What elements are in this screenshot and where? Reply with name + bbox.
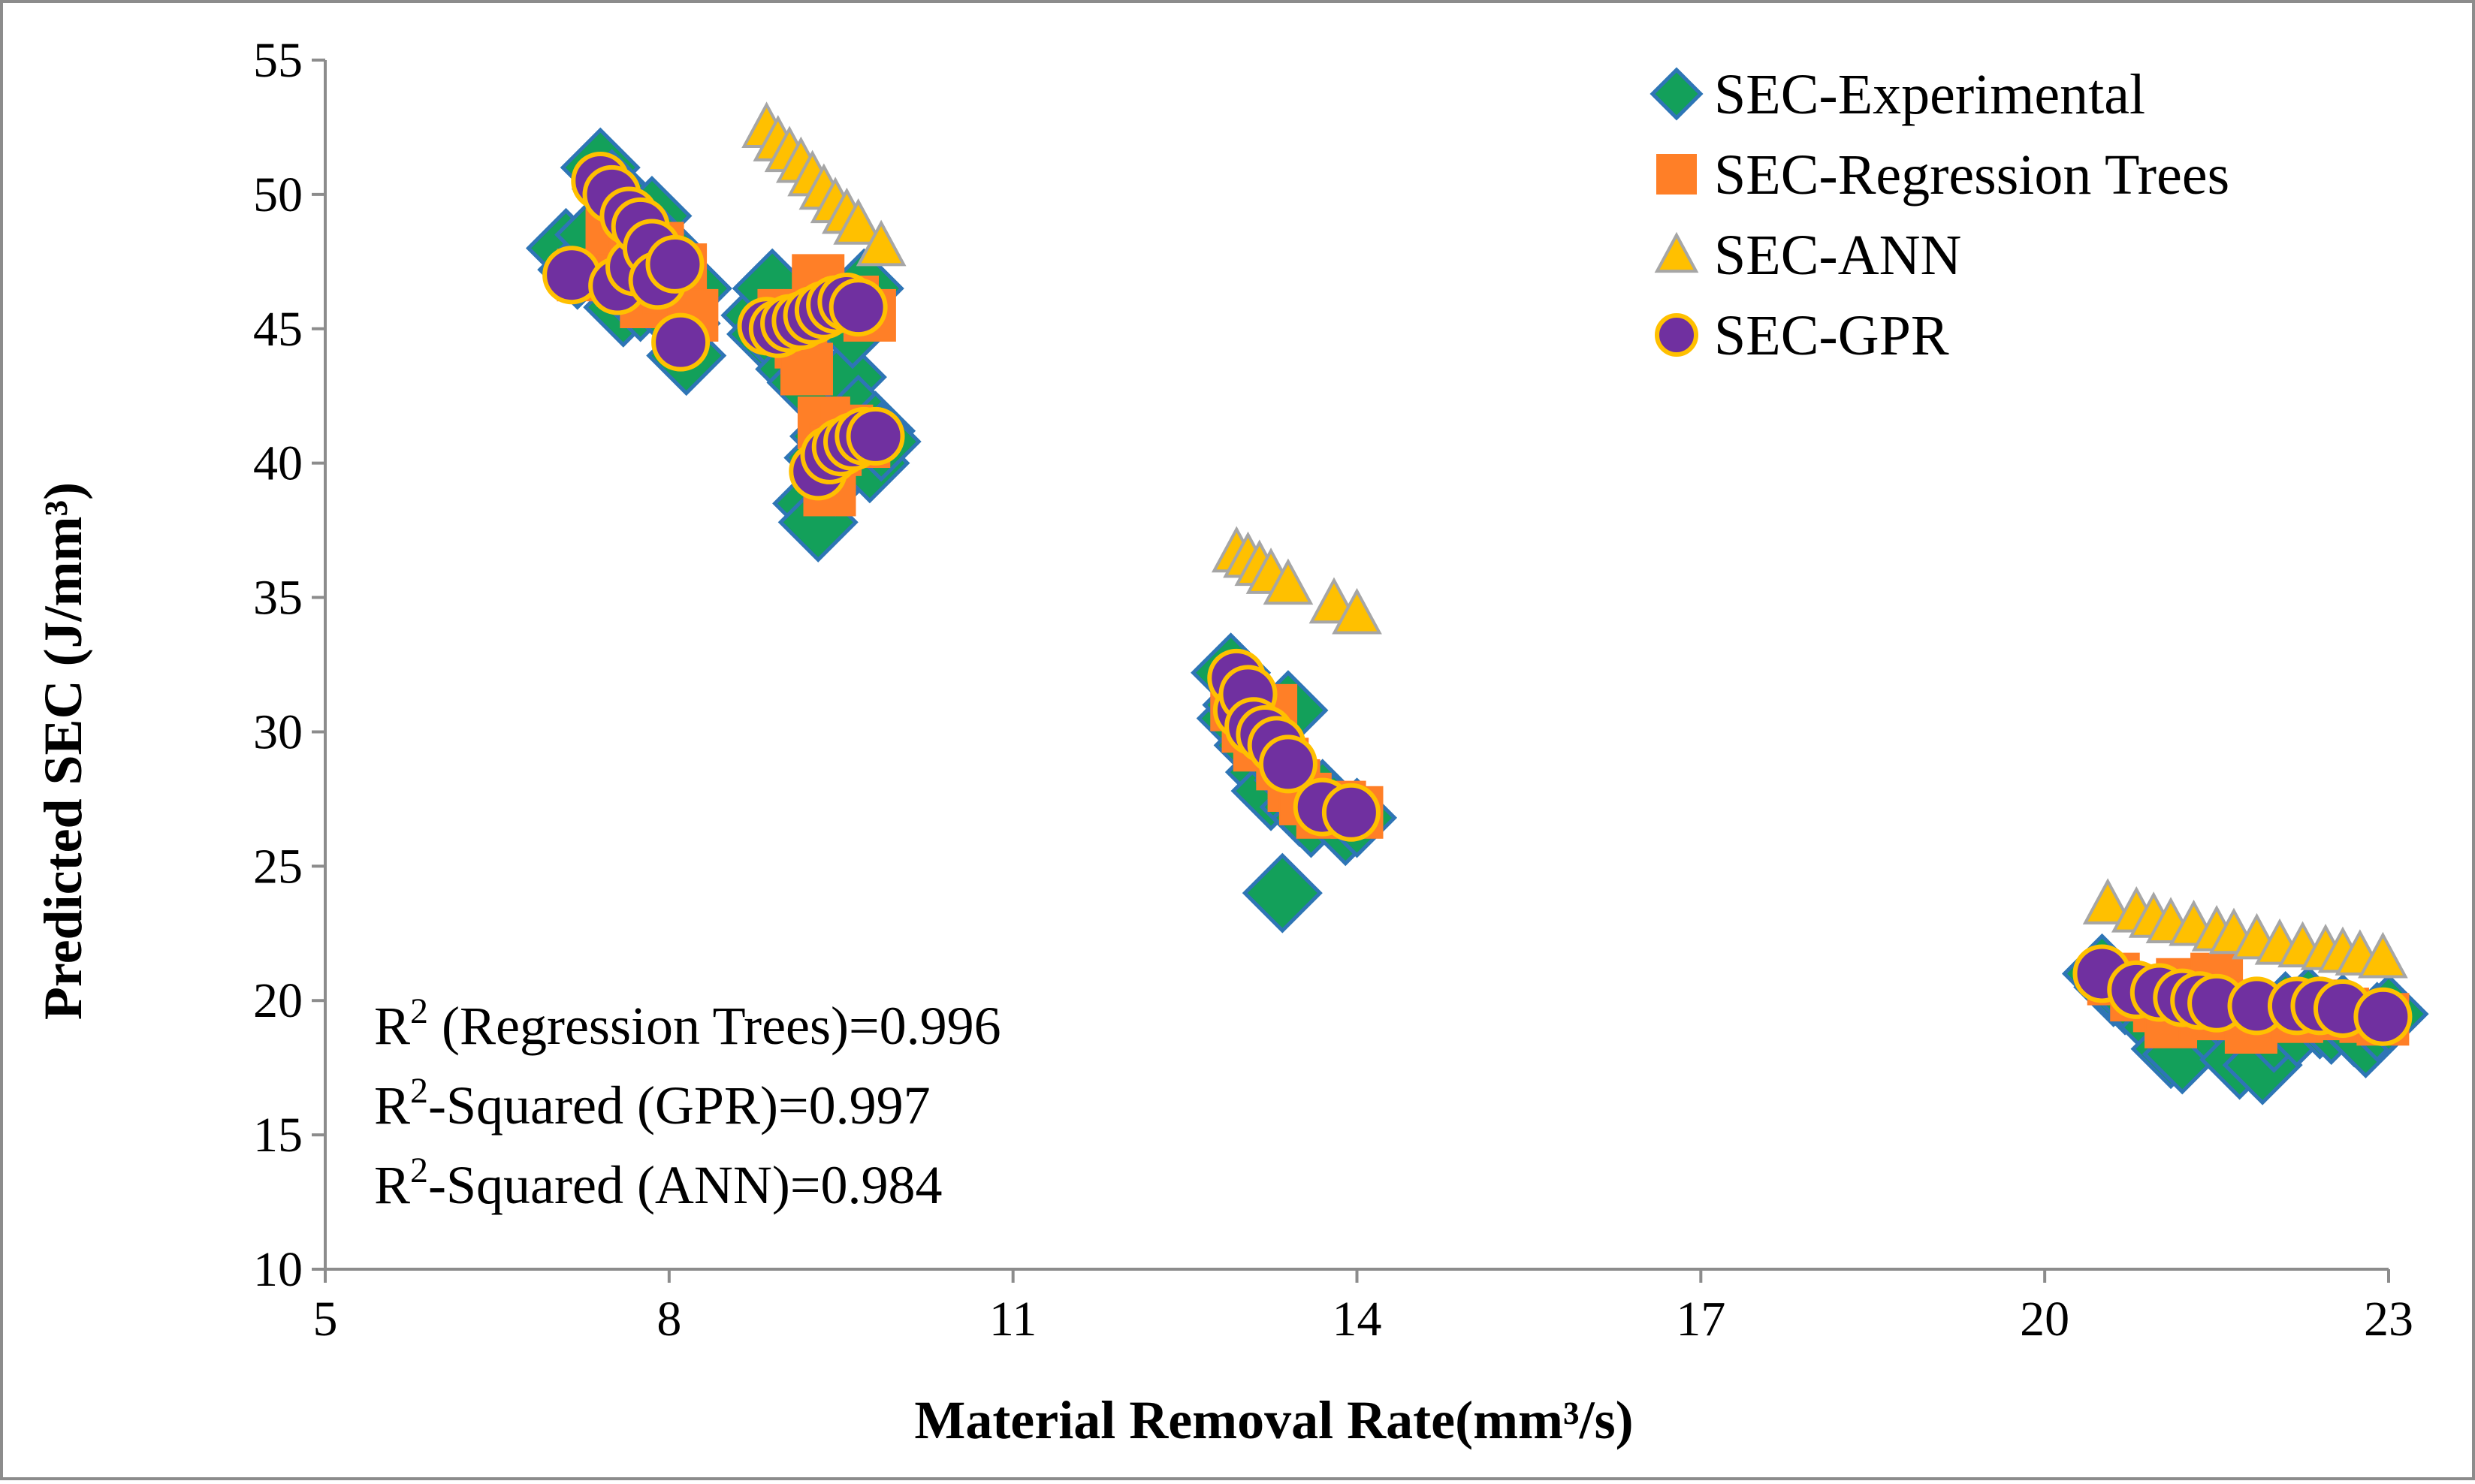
y-tick-label: 25 [253, 839, 303, 894]
annotation-text: -Squared (GPR)=0.997 [428, 1075, 931, 1136]
annotation-prefix: R [374, 1155, 410, 1215]
data-point-diamond [1242, 852, 1323, 934]
data-point-triangle [1332, 587, 1382, 635]
y-tick-label: 40 [253, 436, 303, 491]
y-tick-label: 55 [253, 33, 303, 88]
annotation-text: -Squared (ANN)=0.984 [428, 1155, 942, 1215]
annotation-text: (Regression Trees)=0.996 [428, 996, 1001, 1056]
y-tick-label: 10 [253, 1242, 303, 1297]
annotation-prefix: R [374, 1075, 410, 1136]
y-tick-label: 30 [253, 704, 303, 759]
y-tick-label: 15 [253, 1108, 303, 1163]
y-axis-title: Predicted SEC (J/mm³) [33, 482, 93, 1020]
legend-marker-square [1656, 154, 1697, 195]
x-axis-title: Material Removal Rate(mm³/s) [914, 1390, 1633, 1450]
annotation-superscript: 2 [410, 1071, 428, 1111]
x-tick-label: 8 [656, 1292, 681, 1347]
y-tick-label: 50 [253, 167, 303, 222]
legend-marker-triangle [1654, 231, 1699, 273]
y-axis-ticks: 10 15 20 25 30 35 40 45 50 55 [253, 33, 325, 1297]
legend-label: SEC-Regression Trees [1714, 143, 2229, 207]
data-point-circle [645, 234, 705, 294]
y-tick-label: 35 [253, 571, 303, 626]
data-point-triangle [833, 198, 883, 245]
data-point-triangle [856, 219, 907, 267]
data-point-circle [829, 278, 888, 337]
x-axis-ticks: 5 8 11 14 17 20 23 [313, 1269, 2413, 1347]
r-squared-annotation: R2-Squared (ANN)=0.984 [374, 1151, 943, 1215]
annotation-prefix: R [374, 996, 410, 1056]
x-tick-label: 5 [313, 1292, 338, 1347]
annotation-superscript: 2 [410, 991, 428, 1031]
x-tick-label: 20 [2020, 1292, 2069, 1347]
data-point-triangle [1263, 558, 1314, 605]
legend-label: SEC-Experimental [1714, 63, 2145, 126]
x-tick-label: 17 [1676, 1292, 1725, 1347]
x-tick-label: 23 [2364, 1292, 2413, 1347]
data-point-circle [651, 312, 711, 372]
data-point-circle [1258, 734, 1317, 794]
series-sec-ann [741, 101, 2408, 979]
legend: SEC-Experimental SEC-Regression Trees SEC-… [1649, 63, 2229, 367]
plot-area [525, 101, 2429, 1105]
legend-label: SEC-ANN [1714, 224, 1961, 287]
series-sec-gpr [542, 152, 2413, 1046]
r-squared-annotation: R2 (Regression Trees)=0.996 [374, 991, 1001, 1056]
data-point-circle [846, 406, 905, 466]
data-point-triangle [2358, 931, 2408, 979]
y-tick-label: 45 [253, 302, 303, 357]
data-point-triangle [2082, 878, 2133, 924]
legend-label: SEC-GPR [1714, 304, 1949, 367]
data-point-circle [1321, 783, 1381, 842]
x-tick-label: 14 [1333, 1292, 1382, 1347]
annotation-superscript: 2 [410, 1151, 428, 1190]
x-tick-label: 11 [989, 1292, 1037, 1347]
data-point-circle [2353, 987, 2413, 1046]
r-squared-annotation: R2-Squared (GPR)=0.997 [374, 1071, 931, 1136]
y-tick-label: 20 [253, 973, 303, 1028]
legend-marker-circle [1655, 313, 1698, 357]
legend-marker-diamond [1649, 67, 1704, 121]
